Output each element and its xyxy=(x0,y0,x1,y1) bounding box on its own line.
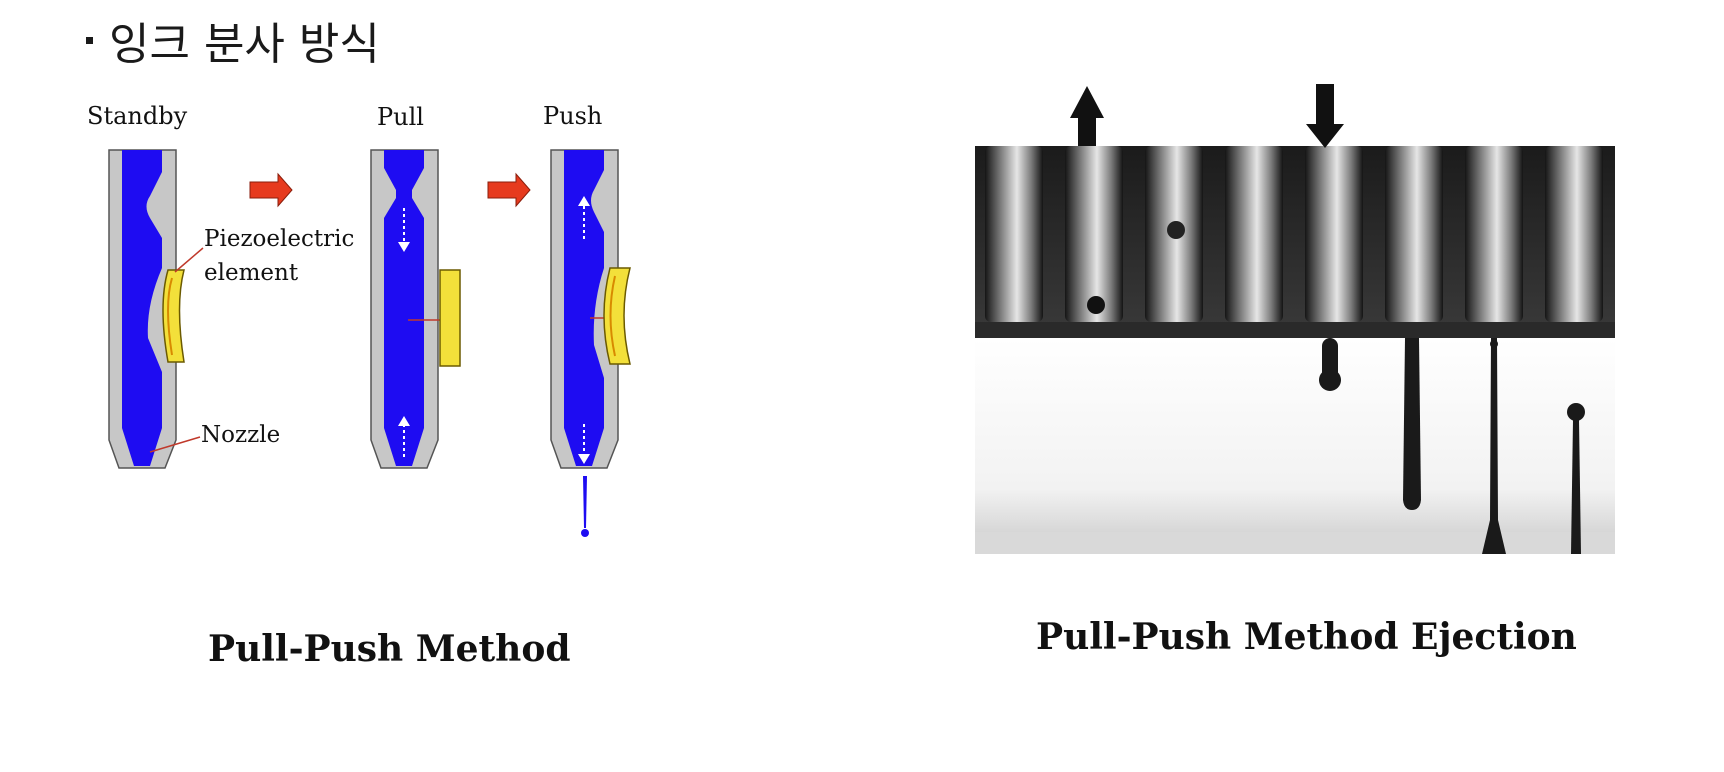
ejected-droplet xyxy=(581,476,589,537)
push-nozzle xyxy=(550,149,631,537)
stage-label-pull: Pull xyxy=(377,103,424,131)
push-piezo-element xyxy=(603,267,631,365)
section-heading: 잉크 분사 방식 xyxy=(86,8,380,72)
up-arrow-icon xyxy=(1070,86,1104,146)
ejection-droplets xyxy=(1087,221,1585,554)
transition-arrow-icon xyxy=(487,172,531,208)
stage-label-standby: Standby xyxy=(87,102,188,130)
transition-arrow-icon xyxy=(249,172,293,208)
standby-nozzle xyxy=(108,149,204,469)
heading-text: 잉크 분사 방식 xyxy=(109,19,380,70)
stage-label-push: Push xyxy=(543,102,603,130)
photo-caption: Pull-Push Method Ejection xyxy=(1036,616,1577,658)
diagram-caption: Pull-Push Method xyxy=(208,628,571,670)
pull-nozzle xyxy=(370,149,461,469)
ejection-photo xyxy=(975,84,1615,554)
callout-piezo-label: Piezoelectric element xyxy=(204,226,355,286)
nozzle-array xyxy=(975,146,1615,338)
down-arrow-icon xyxy=(1306,84,1344,148)
pull-piezo-element xyxy=(439,269,461,367)
callout-nozzle-label: Nozzle xyxy=(201,422,281,448)
standby-piezo-element xyxy=(162,269,185,363)
bullet-icon xyxy=(86,36,93,44)
